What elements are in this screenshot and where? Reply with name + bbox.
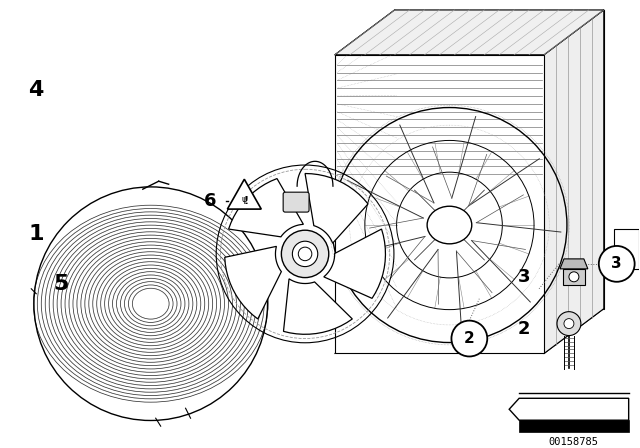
FancyBboxPatch shape: [283, 192, 309, 212]
Text: ψ: ψ: [241, 194, 247, 204]
Circle shape: [282, 230, 329, 278]
Text: 4: 4: [29, 80, 44, 99]
Polygon shape: [563, 269, 585, 284]
Polygon shape: [614, 229, 639, 269]
Circle shape: [564, 319, 574, 328]
Circle shape: [451, 321, 487, 357]
Polygon shape: [324, 229, 385, 298]
Circle shape: [569, 272, 579, 282]
Circle shape: [557, 312, 581, 336]
Text: 00158785: 00158785: [548, 437, 598, 447]
Text: 3: 3: [518, 268, 531, 286]
Text: 1: 1: [28, 224, 44, 244]
Polygon shape: [335, 10, 604, 55]
Polygon shape: [509, 398, 628, 420]
Circle shape: [599, 246, 635, 282]
Polygon shape: [519, 420, 628, 432]
Polygon shape: [284, 279, 353, 334]
Circle shape: [292, 241, 317, 267]
Text: !: !: [244, 196, 249, 206]
Polygon shape: [395, 10, 604, 309]
Text: 5: 5: [53, 274, 69, 294]
Ellipse shape: [427, 206, 472, 244]
Text: 3: 3: [611, 256, 622, 271]
Circle shape: [298, 247, 312, 261]
Polygon shape: [560, 259, 588, 269]
Polygon shape: [335, 55, 544, 353]
Polygon shape: [227, 179, 261, 209]
Text: 2: 2: [464, 331, 475, 346]
Text: 2: 2: [518, 319, 531, 338]
Polygon shape: [228, 179, 303, 237]
Polygon shape: [225, 246, 282, 319]
Text: 6: 6: [204, 192, 217, 210]
Polygon shape: [544, 10, 604, 353]
Polygon shape: [305, 173, 368, 243]
